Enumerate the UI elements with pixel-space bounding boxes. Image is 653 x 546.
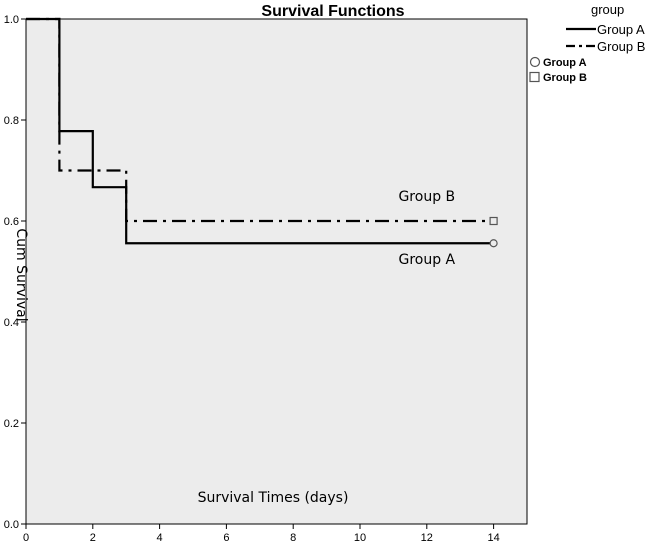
legend: group Group A Group B Group A Group B [529,2,645,84]
series-line-group-a [26,17,494,245]
x-axis-label: Survival Times (days) [198,490,349,506]
legend-title: group [591,2,624,17]
x-tick-label: 4 [157,532,163,544]
legend-label: Group A [597,22,645,37]
x-tick-label: 8 [290,532,296,544]
x-tick-label: 2 [90,532,96,544]
chart-marks [26,17,498,248]
x-tick-label: 12 [421,532,433,544]
censor-legend-symbol [529,71,540,83]
y-axis-label: Cum Survival [13,228,29,321]
annotations: Group B Group A [398,189,455,268]
x-tick-label: 6 [223,532,229,544]
chart-title: Survival Functions [261,3,404,20]
censor-legend-symbol [529,56,541,68]
y-tick-label: 1.0 [4,14,19,26]
y-tick-label: 0.2 [4,418,19,430]
x-axis: 0 2 4 6 8 10 12 14 [23,524,500,544]
censor-marker [489,239,498,248]
plot-area [25,18,528,525]
y-axis: 0.0 0.2 0.4 0.6 0.8 1.0 [4,14,26,531]
series-annotation: Group B [398,189,455,205]
y-tick-label: 0.0 [4,519,19,531]
censor-legend-label: Group B [543,72,587,84]
censor-marker [489,216,498,226]
y-tick-label: 0.8 [4,115,19,127]
y-tick-label: 0.4 [4,317,19,329]
series-annotation: Group A [398,252,455,268]
x-tick-label: 14 [487,532,499,544]
legend-label: Group B [597,39,645,54]
x-tick-label: 10 [354,532,366,544]
censor-legend-label: Group A [543,57,587,69]
x-tick-label: 0 [23,532,29,544]
y-tick-label: 0.6 [4,216,19,228]
